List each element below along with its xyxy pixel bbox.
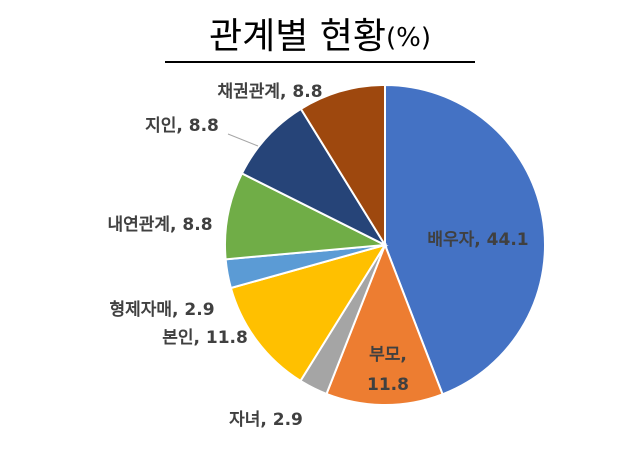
pie-slice <box>299 83 386 249</box>
chart-title-unit: (%) <box>386 23 431 53</box>
data-label: 내연관계, 8.8 <box>107 215 212 235</box>
label-name: 지인 <box>145 116 176 136</box>
pie-slice <box>384 83 546 396</box>
chart-title: 관계별 현황(%) <box>209 16 431 57</box>
label-value: 8.8 <box>182 215 212 235</box>
data-label: 배우자, 44.1 <box>427 230 528 250</box>
pie-slice <box>229 243 388 383</box>
label-value: 11.8 <box>367 375 409 395</box>
label-name: 본인 <box>162 328 193 348</box>
label-value: 8.8 <box>189 116 219 136</box>
label-separator: , <box>172 300 184 320</box>
label-name: 채권관계 <box>217 82 280 102</box>
label-separator: , <box>176 116 188 136</box>
label-separator: , <box>170 215 182 235</box>
label-separator: , <box>400 345 406 365</box>
data-label: 본인, 11.8 <box>162 328 248 348</box>
label-separator: , <box>474 230 486 250</box>
label-name: 내연관계 <box>107 215 170 235</box>
label-name: 배우자 <box>427 230 474 250</box>
label-value: 8.8 <box>292 82 322 102</box>
label-name: 자녀 <box>229 410 260 430</box>
label-separator: , <box>260 410 272 430</box>
data-label: 채권관계, 8.8 <box>217 82 322 102</box>
label-separator: , <box>193 328 205 348</box>
data-label: 자녀, 2.9 <box>229 410 303 430</box>
label-value: 44.1 <box>487 230 529 250</box>
label-value: 2.9 <box>184 300 214 320</box>
label-name: 형제자매 <box>109 299 172 320</box>
leader-line <box>227 133 259 147</box>
data-label: 지인, 8.8 <box>145 116 219 136</box>
pie-slice <box>325 242 444 406</box>
label-separator: , <box>280 82 292 102</box>
label-value: 11.8 <box>206 328 248 348</box>
data-label: 형제자매, 2.9 <box>109 299 214 320</box>
label-name: 부모 <box>369 345 401 365</box>
label-value: 2.9 <box>273 410 303 430</box>
pie-slice <box>224 172 389 261</box>
data-label: 부모, 11.8 <box>367 345 409 395</box>
pie-slice <box>240 107 388 248</box>
chart-title-main: 관계별 현황 <box>209 16 386 57</box>
